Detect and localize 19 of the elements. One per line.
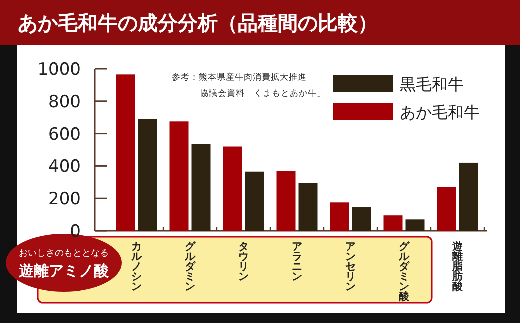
annotation: 参考：熊本県産牛肉消費拡大推進: [172, 72, 307, 83]
category: アラニン: [292, 241, 303, 283]
y-tick-label: 1000: [38, 60, 81, 80]
y-tick-label: 800: [48, 92, 81, 112]
category: アンセリン: [345, 241, 356, 293]
text: おいしさのもととなる: [19, 249, 109, 259]
category: グルダミン: [184, 241, 196, 293]
annotation: 協議会資料「くまもとあか牛」: [200, 88, 326, 99]
legend-label: あか毛和牛: [400, 103, 480, 122]
y-tick-label: 600: [48, 124, 81, 145]
category: カルノシン: [131, 241, 142, 293]
legend-label: 黒毛和牛: [400, 75, 464, 94]
y-tick-label: 400: [48, 157, 81, 178]
title: あか毛和牛の成分分析（品種間の比較）: [18, 11, 378, 35]
text: 遊離アミノ酸: [19, 262, 110, 280]
category: グルダミン酸: [398, 241, 410, 303]
category: 遊離脂肪酸: [452, 241, 464, 293]
category: タウリン: [238, 241, 250, 283]
y-tick-label: 200: [48, 190, 81, 210]
